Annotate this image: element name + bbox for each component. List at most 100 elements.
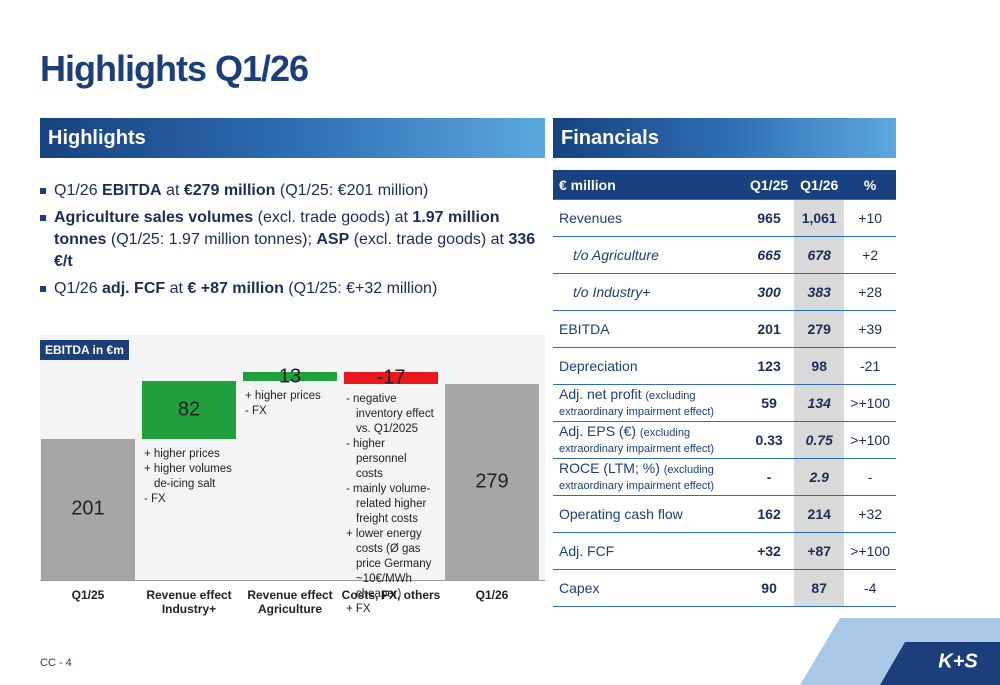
category-label: Costs, FX, others bbox=[341, 588, 441, 602]
category-label: Revenue effect Industry+ bbox=[146, 588, 232, 616]
row-label-text: Adj. FCF bbox=[559, 543, 615, 559]
header-cell: Q1/25 bbox=[744, 170, 795, 200]
table-cell: -21 bbox=[844, 347, 896, 385]
shape bbox=[880, 642, 1000, 685]
bullet: Agriculture sales volumes (excl. trade g… bbox=[40, 207, 540, 273]
table-row: Revenues 965 1,061 +10 bbox=[553, 199, 896, 237]
table-cell: +32 bbox=[844, 495, 896, 533]
row-label-text: Adj. EPS (€) bbox=[559, 423, 637, 439]
value-label: -17 bbox=[376, 366, 406, 389]
table-cell: >+100 bbox=[844, 384, 896, 422]
header-cell: Q1/26 bbox=[794, 170, 845, 200]
table-cell: 678 bbox=[794, 236, 845, 274]
table-cell: +2 bbox=[844, 236, 896, 274]
bullet-text: (Q1/25: 1.97 million tonnes); bbox=[106, 231, 317, 248]
annotation: - negative inventory effect vs. Q1/2025-… bbox=[346, 392, 436, 617]
table-cell: 201 bbox=[744, 310, 795, 348]
row-label: Operating cash flow bbox=[553, 495, 744, 533]
bullet-text: 336 €/t bbox=[54, 231, 536, 270]
category-label: Revenue effect Agriculture bbox=[247, 588, 333, 616]
table-cell: +28 bbox=[844, 273, 896, 311]
header-row: € million Q1/25 Q1/26% bbox=[553, 170, 896, 200]
row-note: (excluding extraordinary impairment effe… bbox=[559, 464, 715, 492]
table-cell: 300 bbox=[744, 273, 795, 311]
table-row: t/o Agriculture 665 678 +2 bbox=[553, 236, 896, 274]
table-cell: 134 bbox=[794, 384, 845, 422]
annotation-line: + higher prices bbox=[245, 390, 321, 403]
table-cell: 87 bbox=[794, 569, 845, 607]
slide-title: Highlights Q1/26 bbox=[40, 48, 309, 89]
bullet-text: Q1/26 bbox=[54, 280, 103, 297]
category-label: Q1/26 bbox=[475, 588, 509, 602]
table-cell: 665 bbox=[744, 236, 795, 274]
table-cell: 90 bbox=[744, 569, 795, 607]
table-cell: +10 bbox=[844, 199, 896, 237]
row-label: Adj. EPS (€) (excluding extraordinary im… bbox=[553, 421, 744, 459]
section-heading: Highlights bbox=[40, 118, 545, 158]
table-row: Capex 90 87 -4 bbox=[553, 569, 896, 607]
annotation: + higher prices + higher volumes de-icing… bbox=[144, 447, 234, 507]
row-label: ROCE (LTM; %) (excluding extraordinary i… bbox=[553, 458, 744, 496]
bar bbox=[445, 383, 539, 580]
row-label-text: Adj. net profit bbox=[559, 386, 642, 402]
table-cell: 1,061 bbox=[794, 199, 845, 237]
bullet-text: ASP bbox=[316, 231, 350, 248]
annotation: + higher prices - FX bbox=[245, 389, 335, 419]
table-cell: 214 bbox=[794, 495, 845, 533]
section-heading: Financials bbox=[553, 118, 896, 158]
row-label-text: Operating cash flow bbox=[559, 506, 683, 522]
bullet-text: adj. FCF bbox=[102, 280, 166, 297]
value-label: 82 bbox=[177, 398, 201, 421]
table-row: Operating cash flow 162 214 +32 bbox=[553, 495, 896, 533]
table-cell: +87 bbox=[794, 532, 845, 570]
bullet-text: (Q1/25: €201 million) bbox=[275, 182, 429, 199]
table-row: ROCE (LTM; %) (excluding extraordinary i… bbox=[553, 458, 896, 496]
table-cell: +39 bbox=[844, 310, 896, 348]
annotation-line: + higher volumes de-icing salt bbox=[144, 462, 232, 490]
bullet-text: (excl. trade goods) at bbox=[253, 209, 413, 226]
value-label: 201 bbox=[71, 497, 105, 520]
annotation-line: + higher prices bbox=[144, 447, 220, 460]
bullet-text: EBITDA bbox=[102, 182, 162, 199]
row-label: t/o Industry+ bbox=[553, 273, 744, 311]
table-row: t/o Industry+ 300 383 +28 bbox=[553, 273, 896, 311]
header-cell: % bbox=[844, 170, 896, 200]
row-label: t/o Agriculture bbox=[553, 236, 744, 274]
table-cell: - bbox=[744, 458, 795, 496]
table-cell: >+100 bbox=[844, 532, 896, 570]
table-cell: +32 bbox=[744, 532, 795, 570]
bar bbox=[243, 372, 337, 382]
bullet-text: € +87 million bbox=[187, 280, 284, 297]
bar bbox=[344, 372, 438, 384]
bullet-text: at bbox=[165, 280, 188, 297]
bar bbox=[142, 381, 236, 439]
table-cell: 279 bbox=[794, 310, 845, 348]
bullet-text: 1.97 million tonnes bbox=[54, 209, 500, 248]
financials-table: € million Q1/25 Q1/26% Revenues 965 1,061 +10 t… bbox=[553, 170, 896, 607]
annotation-line: - FX bbox=[144, 492, 166, 505]
table-wrap: € million Q1/25 Q1/26% Revenues 965 1,061 +10 t… bbox=[553, 170, 896, 607]
table-cell: 2.9 bbox=[794, 458, 845, 496]
table-cell: 59 bbox=[744, 384, 795, 422]
bar bbox=[41, 438, 135, 580]
annotation-line: + lower energy costs (Ø gas price German… bbox=[346, 527, 432, 600]
row-note: (excluding extraordinary impairment effe… bbox=[559, 427, 715, 455]
table-cell: 965 bbox=[744, 199, 795, 237]
bullet-text: €279 million bbox=[183, 182, 276, 199]
bullet: Q1/26 adj. FCF at € +87 million (Q1/25: … bbox=[40, 278, 540, 300]
annotation-line: - negative inventory effect vs. Q1/2025 bbox=[346, 392, 434, 435]
row-label: Adj. FCF bbox=[553, 532, 744, 570]
table-row: Depreciation 123 98 -21 bbox=[553, 347, 896, 385]
table-row: Adj. EPS (€) (excluding extraordinary im… bbox=[553, 421, 896, 459]
bullet-text: at bbox=[161, 182, 184, 199]
table-cell: 0.75 bbox=[794, 421, 845, 459]
row-label-text: t/o Industry+ bbox=[573, 284, 651, 300]
row-label-text: t/o Agriculture bbox=[573, 247, 659, 263]
table-row: Adj. net profit (excluding extraordinary… bbox=[553, 384, 896, 422]
bullet: Q1/26 EBITDA at €279 million (Q1/25: €20… bbox=[40, 180, 540, 202]
annotation-line: + FX bbox=[346, 602, 371, 615]
table-cell: 162 bbox=[744, 495, 795, 533]
row-label-text: Depreciation bbox=[559, 358, 638, 374]
